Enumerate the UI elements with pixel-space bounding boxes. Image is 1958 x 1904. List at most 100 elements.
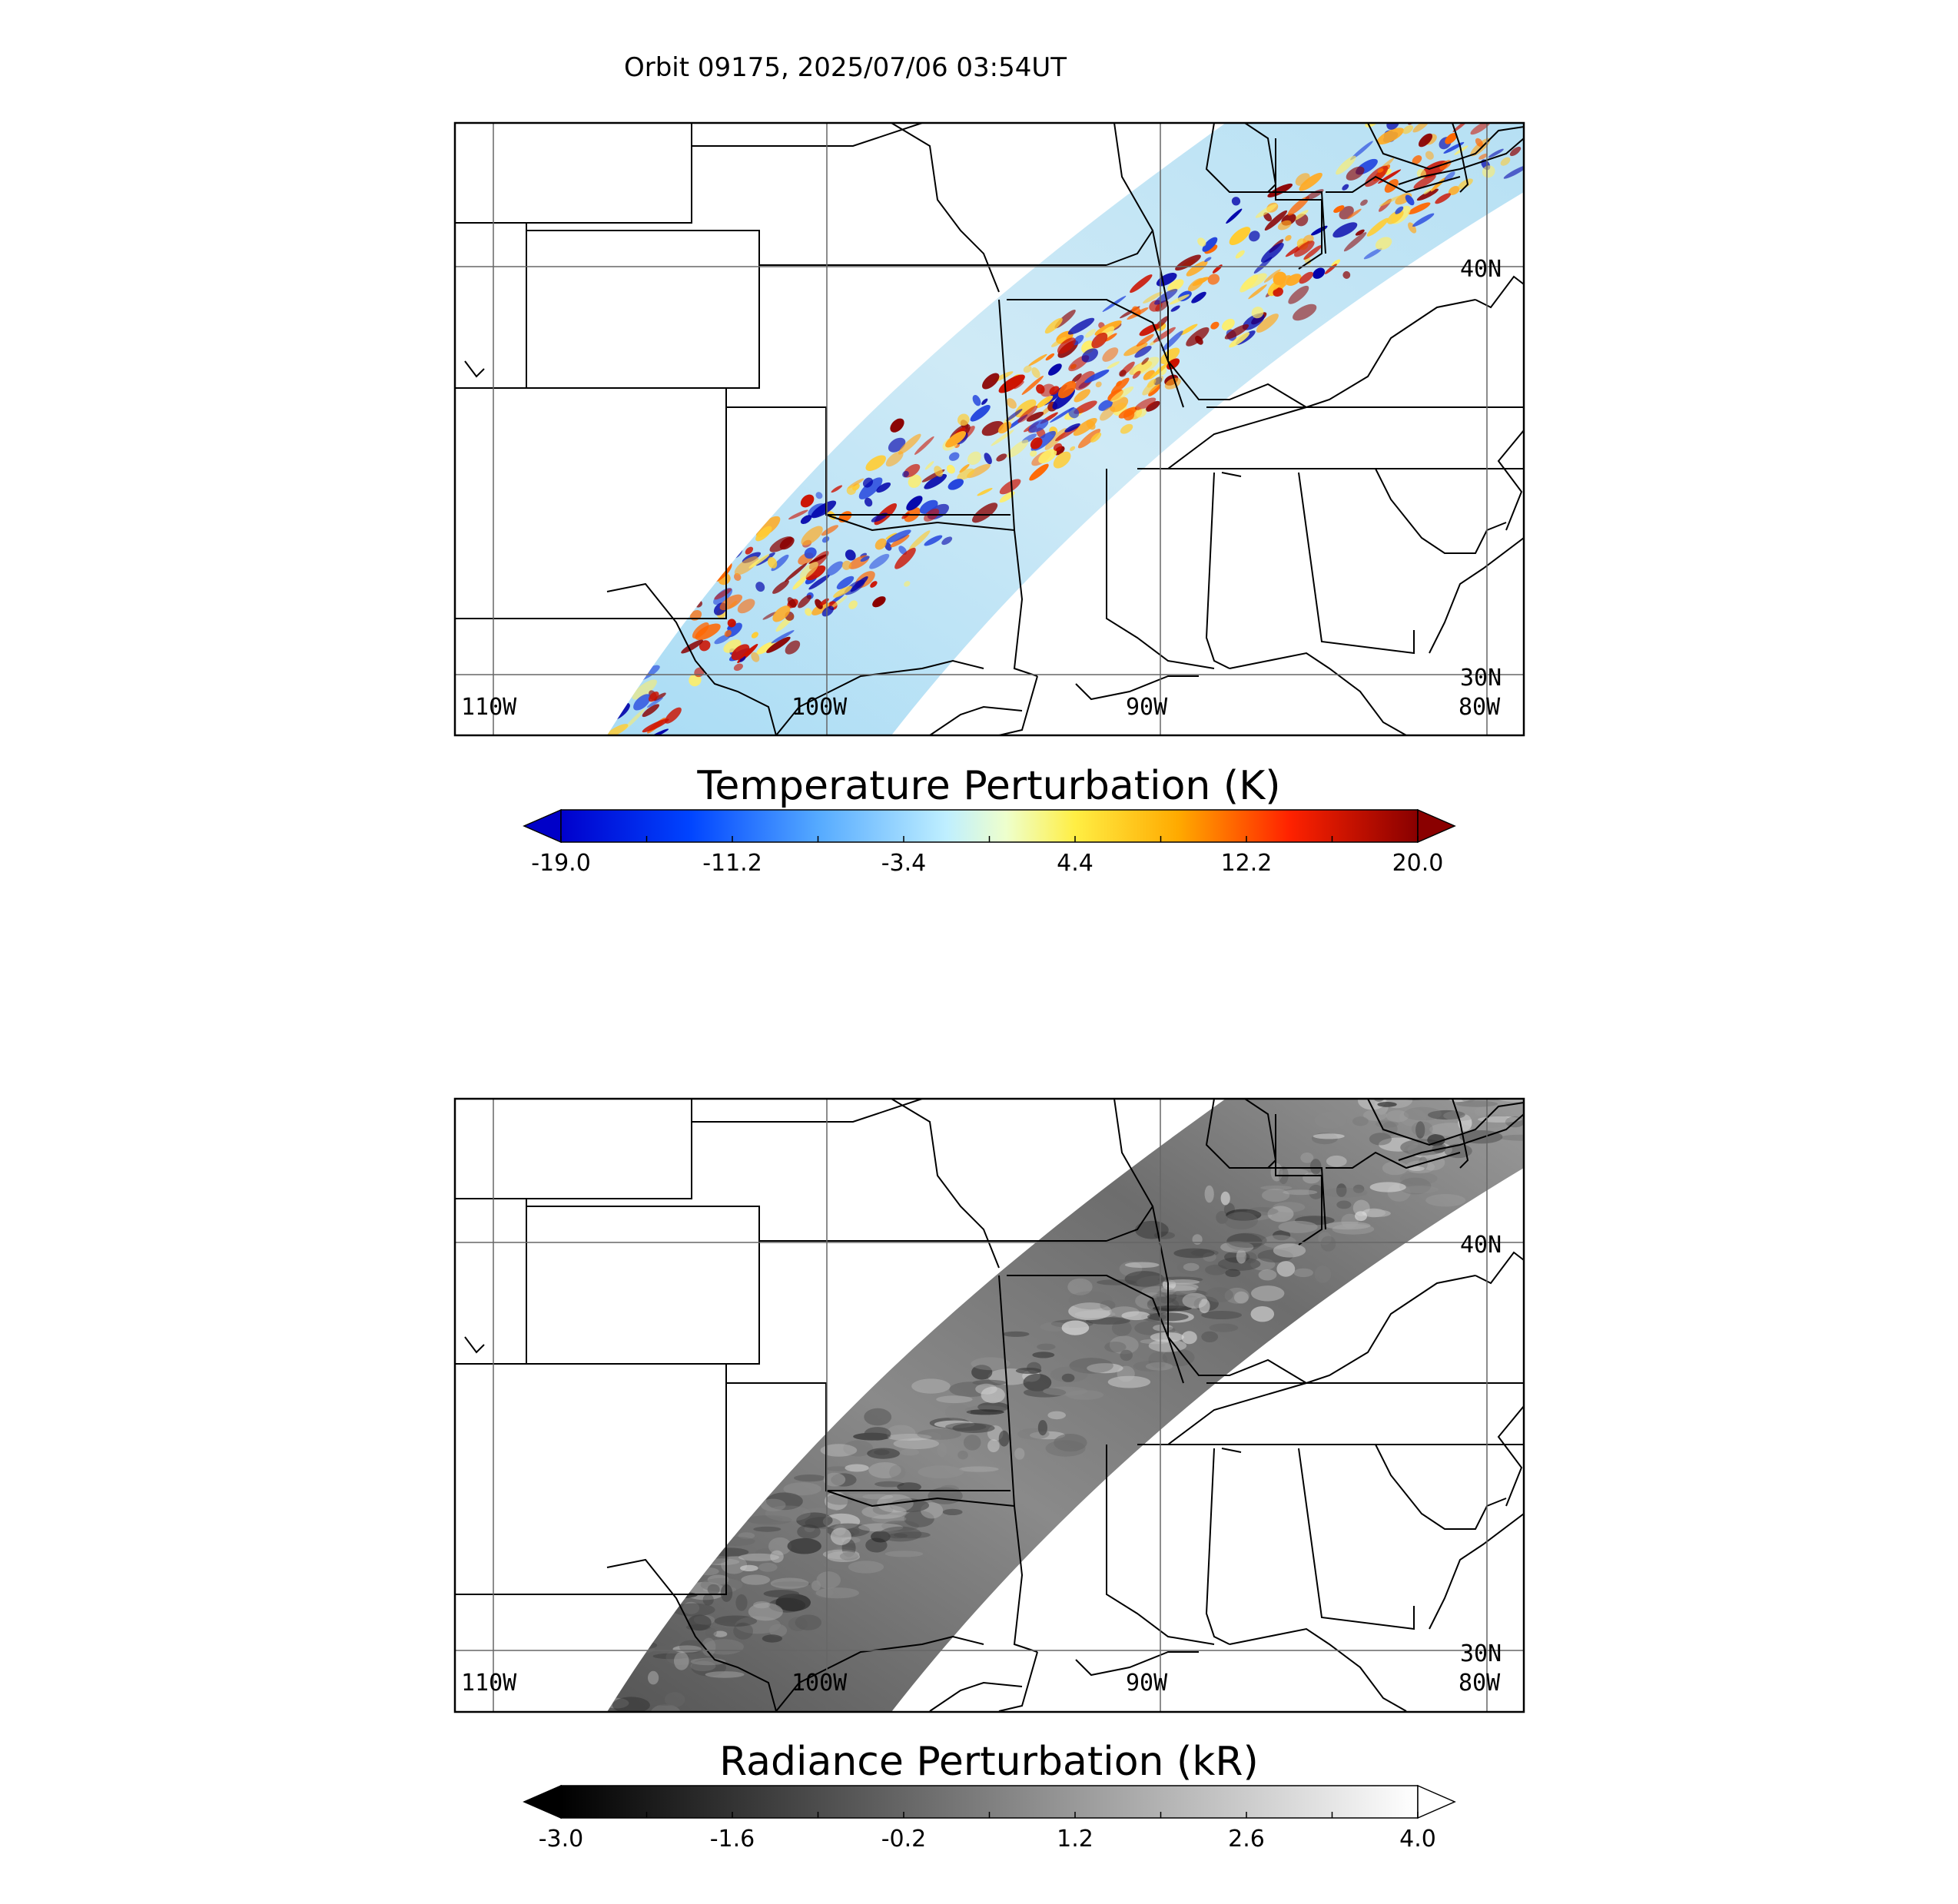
radiance-texture-patch xyxy=(1040,1322,1070,1332)
radiance-texture-patch xyxy=(1067,1278,1093,1295)
temperature-anomaly xyxy=(792,576,807,590)
radiance-texture-patch xyxy=(650,1704,681,1712)
temperature-colorbar-title: Temperature Perturbation (K) xyxy=(696,763,1280,809)
temperature-anomaly xyxy=(1235,250,1245,259)
temperature-anomaly xyxy=(876,482,891,493)
temperature-anomaly xyxy=(1169,294,1190,305)
temperature-anomaly xyxy=(1071,373,1082,383)
radiance-texture-patch xyxy=(816,1571,841,1589)
temperature-anomaly xyxy=(1379,101,1397,114)
temperature-anomaly xyxy=(864,497,873,507)
temperature-anomaly xyxy=(1342,270,1351,279)
radiance-texture-patch xyxy=(1220,1191,1230,1206)
temperature-anomaly xyxy=(924,535,943,546)
radiance-texture-patch xyxy=(1104,1342,1127,1353)
radiance-texture-patch xyxy=(1148,1352,1167,1368)
temperature-anomaly xyxy=(862,477,874,488)
radiance-texture-patch xyxy=(1172,1289,1208,1298)
temperature-anomaly xyxy=(1251,307,1264,319)
map-boundaries xyxy=(455,1099,1524,1712)
radiance-texture-patch xyxy=(1002,1331,1030,1337)
temperature-anomaly xyxy=(1261,243,1284,263)
temperature-anomaly xyxy=(858,477,883,499)
temperature-anomaly xyxy=(1186,260,1208,277)
temperature-anomaly xyxy=(870,581,878,588)
radiance-texture-patch xyxy=(848,1561,884,1574)
radiance-texture-patch xyxy=(1192,1234,1203,1245)
temperature-anomaly xyxy=(798,595,811,609)
temperature-anomaly xyxy=(1006,409,1023,422)
radiance-texture-patch xyxy=(1124,1262,1160,1269)
temperature-anomaly xyxy=(646,697,663,708)
temperature-anomaly xyxy=(981,398,988,405)
radiance-texture-patch xyxy=(1320,1236,1336,1252)
radiance-texture-patch xyxy=(1177,1261,1201,1275)
temperature-anomaly xyxy=(1425,151,1434,160)
radiance-texture-patch xyxy=(583,1723,596,1737)
radiance-texture-patch xyxy=(971,1357,1011,1371)
temperature-anomaly xyxy=(934,466,944,477)
radiance-tick-label: 1.2 xyxy=(1057,1826,1093,1853)
temperature-anomaly xyxy=(848,600,858,609)
radiance-texture-patch xyxy=(1100,1300,1116,1311)
temperature-anomaly xyxy=(1017,405,1038,423)
radiance-texture-patch xyxy=(762,1634,783,1643)
temperature-anomaly xyxy=(1074,389,1090,403)
temperature-anomaly xyxy=(1143,370,1155,380)
radiance-texture-patch xyxy=(1443,1110,1476,1121)
temperature-anomaly xyxy=(808,554,828,564)
radiance-texture-patch xyxy=(1141,1285,1176,1297)
temperature-anomaly xyxy=(967,463,991,479)
temperature-anomaly xyxy=(1048,363,1062,376)
radiance-texture-patch xyxy=(1043,1386,1087,1396)
temperature-anomaly xyxy=(1405,194,1415,206)
radiance-texture-patch xyxy=(755,1548,778,1559)
temperature-anomaly xyxy=(1222,318,1235,331)
radiance-texture-patch xyxy=(795,1614,822,1630)
temperature-anomaly xyxy=(971,503,998,523)
radiance-texture-patch xyxy=(1428,1110,1465,1120)
temperature-anomaly xyxy=(1336,155,1356,175)
radiance-texture-patch xyxy=(975,1383,997,1395)
lat-label-40n: 40N xyxy=(1460,256,1502,283)
radiance-tick-label: -3.0 xyxy=(539,1826,584,1853)
temperature-anomaly xyxy=(874,538,887,550)
temperature-anomaly xyxy=(1141,357,1150,365)
temperature-anomaly xyxy=(1448,186,1460,195)
radiance-texture-patch xyxy=(1267,1206,1294,1222)
temperature-anomaly xyxy=(1136,408,1147,418)
temperature-anomaly xyxy=(846,486,857,496)
radiance-texture-patch xyxy=(1455,1100,1498,1107)
radiance-texture-patch xyxy=(1148,1339,1187,1352)
temperature-anomaly xyxy=(908,474,922,488)
radiance-texture-patch xyxy=(1047,1411,1066,1420)
temperature-anomaly xyxy=(1273,287,1283,297)
temperature-anomaly xyxy=(772,605,791,622)
temperature-anomaly xyxy=(1136,333,1154,347)
radiance-texture-patch xyxy=(1150,1332,1184,1342)
temperature-anomaly xyxy=(1204,257,1212,262)
radiance-texture-patch xyxy=(1495,1035,1507,1047)
temperature-anomaly xyxy=(1123,410,1135,421)
radiance-texture-patch xyxy=(879,1526,922,1542)
radiance-texture-patch xyxy=(1440,1083,1466,1098)
radiance-texture-patch xyxy=(959,1466,999,1472)
radiance-texture-patch xyxy=(1147,1299,1160,1307)
radiance-texture-patch xyxy=(998,1430,1010,1447)
temperature-anomaly xyxy=(833,585,852,598)
temperature-anomaly xyxy=(1248,284,1267,300)
radiance-texture-patch xyxy=(1032,1352,1055,1358)
temperature-anomaly xyxy=(582,737,608,758)
temperature-anomaly xyxy=(1395,206,1404,214)
temperature-anomaly xyxy=(1179,323,1198,336)
radiance-texture-patch xyxy=(612,1697,650,1712)
temperature-anomaly xyxy=(1277,220,1292,231)
temperature-tick-label: -11.2 xyxy=(702,850,762,877)
temperature-anomaly xyxy=(1067,317,1095,335)
temperature-anomaly xyxy=(1488,148,1504,158)
temperature-anomaly xyxy=(1286,274,1302,286)
temperature-anomaly xyxy=(739,655,746,662)
temperature-anomaly xyxy=(1525,127,1536,140)
radiance-texture-patch xyxy=(1124,1271,1165,1287)
